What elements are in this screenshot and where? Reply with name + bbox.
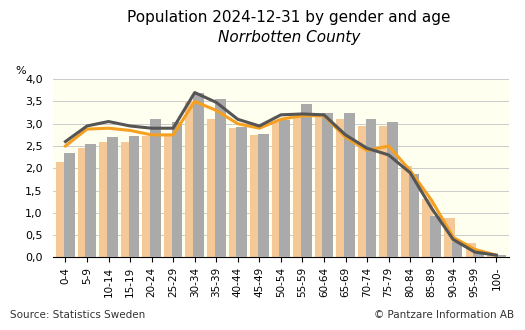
Bar	[121, 142, 132, 257]
Bar	[228, 128, 239, 257]
Bar	[423, 199, 433, 257]
Bar	[301, 104, 312, 257]
Bar	[86, 144, 96, 257]
Text: Source: Statistics Sweden: Source: Statistics Sweden	[10, 310, 146, 320]
Bar	[236, 127, 247, 257]
Bar	[172, 121, 182, 257]
Bar	[365, 119, 376, 257]
Text: © Pantzare Information AB: © Pantzare Information AB	[374, 310, 514, 320]
Bar	[452, 242, 463, 257]
Bar	[56, 162, 67, 257]
Bar	[164, 136, 175, 257]
Bar	[473, 252, 484, 257]
Bar	[215, 99, 226, 257]
Bar	[344, 113, 355, 257]
Bar	[444, 218, 455, 257]
Bar	[193, 93, 204, 257]
Bar	[271, 121, 282, 257]
Bar	[495, 255, 506, 257]
Bar	[487, 254, 498, 257]
Bar	[78, 148, 89, 257]
Bar	[387, 121, 398, 257]
Bar	[250, 135, 261, 257]
Bar	[322, 113, 333, 257]
Bar	[380, 126, 390, 257]
Text: Norrbotten County: Norrbotten County	[217, 30, 360, 45]
Bar	[358, 126, 369, 257]
Bar	[314, 115, 326, 257]
Bar	[64, 153, 75, 257]
Bar	[279, 120, 290, 257]
Bar	[408, 174, 419, 257]
Bar	[293, 117, 304, 257]
Text: Population 2024-12-31 by gender and age: Population 2024-12-31 by gender and age	[127, 10, 450, 25]
Bar	[150, 119, 161, 257]
Bar	[430, 216, 441, 257]
Bar	[99, 142, 110, 257]
Bar	[401, 166, 412, 257]
Bar	[258, 134, 269, 257]
Bar	[129, 136, 139, 257]
Bar	[142, 136, 153, 257]
Y-axis label: %: %	[15, 66, 26, 76]
Bar	[185, 102, 196, 257]
Bar	[207, 119, 218, 257]
Bar	[466, 243, 476, 257]
Bar	[107, 137, 118, 257]
Bar	[336, 119, 347, 257]
